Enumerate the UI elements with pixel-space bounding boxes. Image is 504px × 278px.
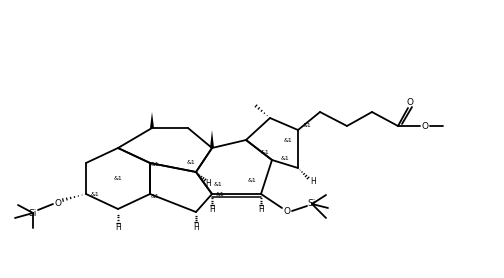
Text: H: H [258,205,264,215]
Polygon shape [210,130,214,148]
Text: H: H [209,205,215,215]
Text: O: O [54,200,61,208]
Text: &1: &1 [151,193,159,198]
Text: &1: &1 [214,182,222,187]
Text: &1: &1 [151,163,159,168]
Polygon shape [150,112,154,128]
Text: &1: &1 [247,177,257,182]
Text: O: O [283,207,290,215]
Text: &1: &1 [91,192,99,197]
Text: Si: Si [29,208,37,217]
Text: H: H [115,224,121,232]
Text: O: O [407,98,413,106]
Text: &1: &1 [186,160,196,165]
Text: &1: &1 [216,192,224,197]
Text: &1: &1 [302,123,311,128]
Text: H: H [205,178,211,187]
Text: H: H [193,222,199,232]
Text: &1: &1 [261,150,269,155]
Text: &1: &1 [281,155,289,160]
Text: O: O [421,121,428,130]
Text: &1: &1 [113,175,122,180]
Text: H: H [310,177,316,187]
Text: Si: Si [308,200,316,208]
Text: &1: &1 [284,138,292,143]
